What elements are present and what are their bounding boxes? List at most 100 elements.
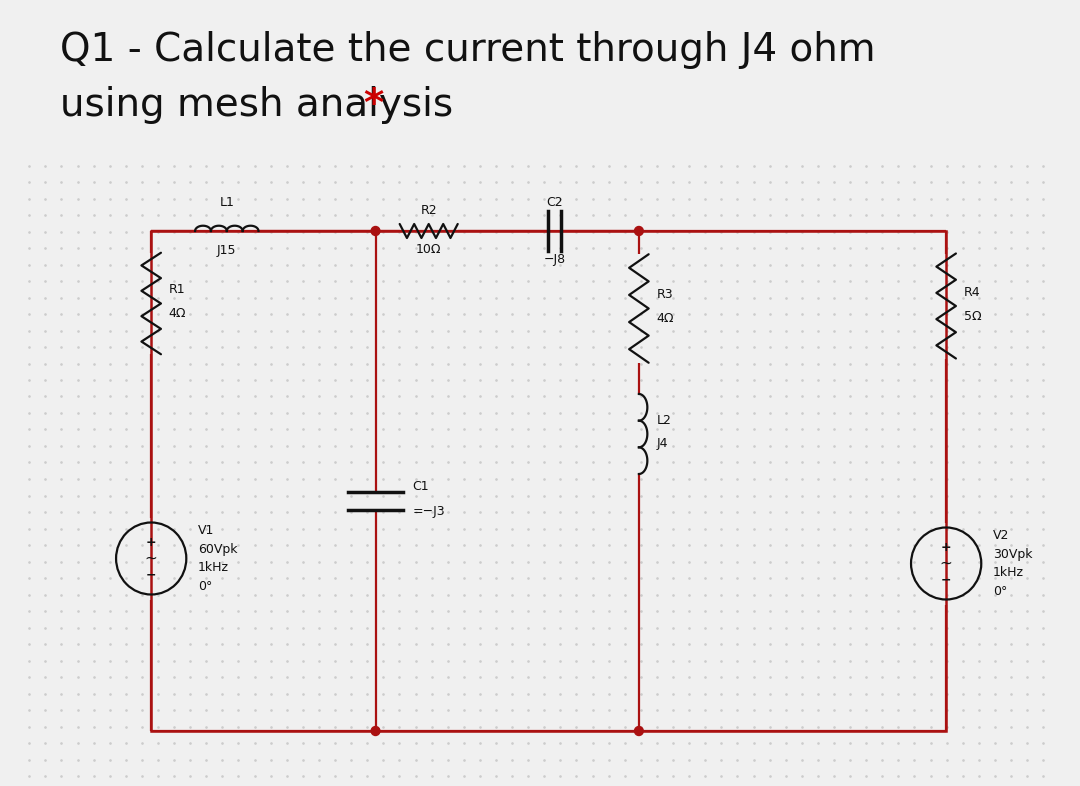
Point: [149, 406, 166, 419]
Point: [600, 160, 618, 172]
Point: [294, 703, 311, 716]
Point: [102, 160, 119, 172]
Point: [407, 456, 424, 468]
Point: [294, 242, 311, 255]
Point: [841, 571, 859, 584]
Point: [906, 472, 923, 485]
Point: [970, 275, 987, 288]
Point: [825, 736, 842, 749]
Point: [890, 522, 907, 534]
Point: [954, 307, 971, 320]
Point: [102, 176, 119, 189]
Point: [648, 193, 665, 205]
Point: [536, 720, 553, 733]
Point: [939, 604, 956, 617]
Point: [745, 703, 762, 716]
Point: [793, 736, 810, 749]
Point: [761, 176, 779, 189]
Point: [809, 373, 826, 386]
Point: [745, 736, 762, 749]
Point: [69, 637, 86, 650]
Point: [423, 736, 441, 749]
Point: [1018, 670, 1036, 683]
Point: [37, 373, 54, 386]
Point: [69, 555, 86, 567]
Point: [922, 307, 940, 320]
Point: [262, 505, 280, 518]
Point: [1002, 357, 1020, 369]
Point: [133, 472, 150, 485]
Point: [922, 209, 940, 222]
Point: [939, 654, 956, 667]
Point: [519, 324, 537, 336]
Point: [133, 324, 150, 336]
Point: [21, 324, 38, 336]
Point: [632, 373, 649, 386]
Point: [536, 439, 553, 452]
Point: [552, 505, 569, 518]
Point: [713, 209, 730, 222]
Point: [37, 160, 54, 172]
Point: [455, 654, 472, 667]
Point: [536, 226, 553, 238]
Point: [825, 373, 842, 386]
Point: [262, 209, 280, 222]
Point: [939, 522, 956, 534]
Point: [729, 571, 746, 584]
Point: [455, 769, 472, 782]
Point: [118, 242, 135, 255]
Point: [874, 275, 891, 288]
Point: [809, 357, 826, 369]
Point: [21, 226, 38, 238]
Point: [294, 489, 311, 501]
Point: [729, 406, 746, 419]
Point: [584, 324, 602, 336]
Point: [552, 259, 569, 271]
Point: [102, 753, 119, 766]
Point: [648, 291, 665, 303]
Point: [713, 769, 730, 782]
Point: [922, 489, 940, 501]
Point: [616, 456, 633, 468]
Point: [455, 439, 472, 452]
Point: [53, 226, 70, 238]
Point: [279, 670, 296, 683]
Point: [471, 736, 488, 749]
Point: [890, 423, 907, 435]
Point: [954, 340, 971, 353]
Point: [986, 242, 1003, 255]
Point: [761, 753, 779, 766]
Point: [552, 670, 569, 683]
Point: [922, 423, 940, 435]
Point: [584, 769, 602, 782]
Point: [906, 176, 923, 189]
Point: [761, 687, 779, 700]
Point: [1035, 456, 1052, 468]
Point: [906, 340, 923, 353]
Point: [37, 571, 54, 584]
Point: [552, 193, 569, 205]
Point: [69, 588, 86, 601]
Point: [1018, 160, 1036, 172]
Point: [359, 160, 376, 172]
Point: [342, 406, 360, 419]
Point: [922, 670, 940, 683]
Point: [455, 637, 472, 650]
Point: [519, 637, 537, 650]
Point: [906, 324, 923, 336]
Point: [37, 522, 54, 534]
Point: [359, 242, 376, 255]
Point: [149, 160, 166, 172]
Point: [487, 736, 504, 749]
Point: [21, 489, 38, 501]
Point: [858, 687, 875, 700]
Point: [440, 703, 457, 716]
Point: [423, 687, 441, 700]
Point: [632, 406, 649, 419]
Point: [503, 291, 521, 303]
Point: [359, 357, 376, 369]
Point: [359, 193, 376, 205]
Point: [487, 193, 504, 205]
Point: [874, 522, 891, 534]
Point: [133, 753, 150, 766]
